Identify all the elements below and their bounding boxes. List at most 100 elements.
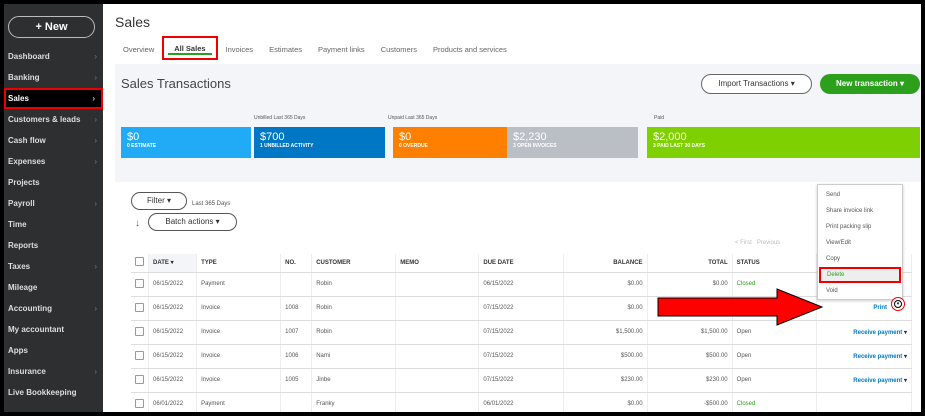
menu-item-view-edit[interactable]: View/Edit bbox=[826, 240, 851, 246]
row-action-cell[interactable] bbox=[816, 392, 913, 412]
sidebar-item-accounting[interactable]: Accounting › bbox=[4, 298, 103, 319]
table-row[interactable]: 06/15/2022 Invoice 1006 Nami 07/15/2022 $500.… bbox=[131, 344, 913, 369]
summary-tile[interactable]: $0 0 ESTIMATE bbox=[121, 127, 251, 158]
tab-invoices[interactable]: Invoices bbox=[225, 45, 254, 54]
sidebar-item-dashboard[interactable]: Dashboard › bbox=[4, 46, 103, 67]
summary-tile[interactable]: $700 1 UNBILLED ACTIVITY bbox=[254, 127, 385, 158]
sidebar-item-reports[interactable]: Reports bbox=[4, 235, 103, 256]
menu-item-copy[interactable]: Copy bbox=[826, 256, 841, 262]
row-action-dropdown-button[interactable]: ▾ bbox=[891, 297, 905, 311]
sidebar-item-label: Projects bbox=[8, 178, 40, 187]
chevron-down-icon[interactable]: ▾ bbox=[902, 353, 907, 360]
column-header[interactable]: STATUS bbox=[732, 254, 817, 273]
sidebar-item-label: Taxes bbox=[8, 262, 31, 271]
menu-item-print-packing-slip[interactable]: Print packing slip bbox=[826, 224, 872, 230]
table-row[interactable]: 06/01/2022 Payment Franky 06/01/2022 $0.00 -$… bbox=[131, 392, 913, 412]
menu-item-send[interactable]: Send bbox=[826, 192, 841, 198]
sidebar-item-mileage[interactable]: Mileage bbox=[4, 277, 103, 298]
sidebar-item-projects[interactable]: Projects bbox=[4, 172, 103, 193]
sidebar-item-label: Payroll bbox=[8, 199, 35, 208]
row-checkbox-cell bbox=[131, 320, 150, 345]
table-cell: 06/15/2022 bbox=[478, 272, 565, 297]
summary-tile[interactable]: $2,000 3 PAID LAST 30 DAYS bbox=[647, 127, 920, 158]
chevron-right-icon: › bbox=[94, 262, 97, 271]
table-cell: $230.00 bbox=[563, 368, 648, 393]
table-row[interactable]: 06/15/2022 Invoice 1005 Jinbe 07/15/2022 $230… bbox=[131, 368, 913, 393]
summary-tile[interactable]: $0 0 OVERDUE bbox=[393, 127, 507, 158]
row-checkbox[interactable] bbox=[135, 302, 144, 312]
table-cell bbox=[395, 344, 480, 369]
column-header[interactable]: TYPE bbox=[196, 254, 282, 273]
summary-tile[interactable]: $2,230 3 OPEN INVOICES bbox=[507, 127, 638, 158]
row-action-cell[interactable]: Receive payment ▾ bbox=[816, 344, 913, 369]
table-cell: 1007 bbox=[280, 320, 313, 345]
sidebar-item-live-bookkeeping[interactable]: Live Bookkeeping bbox=[4, 382, 103, 403]
column-header[interactable]: CUSTOMER bbox=[311, 254, 397, 273]
row-checkbox[interactable] bbox=[135, 278, 144, 288]
receive-payment-link[interactable]: Receive payment bbox=[853, 329, 903, 336]
row-checkbox[interactable] bbox=[135, 326, 144, 336]
filter-button[interactable]: Filter ▾ bbox=[131, 192, 187, 210]
sidebar: + New Dashboard › Banking › Sales › Customers … bbox=[4, 4, 103, 412]
tab-products-and-services[interactable]: Products and services bbox=[432, 45, 507, 54]
chevron-right-icon: › bbox=[94, 52, 97, 61]
import-transactions-button[interactable]: Import Transactions ▾ bbox=[701, 74, 812, 94]
row-checkbox[interactable] bbox=[135, 398, 144, 408]
chevron-right-icon: › bbox=[94, 304, 97, 313]
column-header[interactable]: TOTAL bbox=[647, 254, 733, 273]
menu-item-delete[interactable]: Delete bbox=[819, 267, 901, 283]
table-cell: $1,500.00 bbox=[563, 320, 648, 345]
table-row[interactable]: 06/15/2022 Invoice 1007 Robin 07/15/2022 $1,5… bbox=[131, 320, 913, 345]
tab-overview[interactable]: Overview bbox=[123, 45, 155, 54]
batch-actions-button[interactable]: Batch actions ▾ bbox=[148, 213, 237, 231]
sidebar-item-expenses[interactable]: Expenses › bbox=[4, 151, 103, 172]
main-content: Sales Overview All Sales Invoices Estimates… bbox=[103, 4, 921, 412]
tile-label: 1 UNBILLED ACTIVITY bbox=[260, 143, 314, 149]
row-action-cell[interactable]: Receive payment ▾ bbox=[816, 368, 913, 393]
sidebar-item-insurance[interactable]: Insurance › bbox=[4, 361, 103, 382]
tab-all-sales[interactable]: All Sales bbox=[162, 36, 218, 60]
sidebar-item-apps[interactable]: Apps bbox=[4, 340, 103, 361]
sidebar-item-customers-leads[interactable]: Customers & leads › bbox=[4, 109, 103, 130]
tab-bar: Overview All Sales Invoices Estimates Paymen… bbox=[115, 36, 515, 64]
column-header[interactable]: NO. bbox=[280, 254, 313, 273]
column-header[interactable]: MEMO bbox=[395, 254, 480, 273]
column-header[interactable]: BALANCE bbox=[563, 254, 648, 273]
sidebar-item-time[interactable]: Time bbox=[4, 214, 103, 235]
sidebar-item-label: Live Bookkeeping bbox=[8, 388, 77, 397]
pagination[interactable]: < First Previous bbox=[735, 240, 781, 246]
receive-payment-link[interactable]: Receive payment bbox=[853, 353, 903, 360]
tab-payment-links[interactable]: Payment links bbox=[318, 45, 365, 54]
tab-customers[interactable]: Customers bbox=[380, 45, 417, 54]
sidebar-item-banking[interactable]: Banking › bbox=[4, 67, 103, 88]
row-checkbox[interactable] bbox=[135, 374, 144, 384]
tile-value: $2,000 bbox=[653, 131, 687, 143]
checkbox[interactable] bbox=[135, 257, 144, 267]
app-window: + New Dashboard › Banking › Sales › Customers … bbox=[4, 4, 921, 412]
sort-arrow-icon[interactable]: ↓ bbox=[135, 218, 140, 229]
receive-payment-link[interactable]: Receive payment bbox=[853, 377, 903, 384]
column-header[interactable]: DUE DATE bbox=[478, 254, 565, 273]
row-checkbox[interactable] bbox=[135, 350, 144, 360]
table-cell: Invoice bbox=[196, 368, 282, 393]
table-cell: Open bbox=[732, 368, 817, 393]
sidebar-item-label: Banking bbox=[8, 73, 40, 82]
row-checkbox-cell bbox=[131, 368, 150, 393]
sidebar-item-my-accountant[interactable]: My accountant bbox=[4, 319, 103, 340]
chevron-down-icon[interactable]: ▾ bbox=[902, 329, 907, 336]
menu-item-share-invoice-link[interactable]: Share invoice link bbox=[826, 208, 874, 214]
new-transaction-button[interactable]: New transaction ▾ bbox=[820, 74, 920, 94]
select-all-checkbox[interactable] bbox=[131, 254, 150, 273]
chevron-down-icon[interactable]: ▾ bbox=[902, 377, 907, 384]
tab-estimates[interactable]: Estimates bbox=[269, 45, 302, 54]
sidebar-item-payroll[interactable]: Payroll › bbox=[4, 193, 103, 214]
column-header[interactable]: DATE ▾ bbox=[148, 254, 198, 273]
sidebar-item-cash-flow[interactable]: Cash flow › bbox=[4, 130, 103, 151]
print-link[interactable]: Print bbox=[873, 305, 887, 311]
sidebar-item-taxes[interactable]: Taxes › bbox=[4, 256, 103, 277]
new-button[interactable]: + New bbox=[8, 16, 95, 38]
menu-item-void[interactable]: Void bbox=[826, 288, 838, 294]
table-cell: 06/15/2022 bbox=[148, 368, 198, 393]
row-action-cell[interactable]: Receive payment ▾ bbox=[816, 320, 913, 345]
sidebar-item-sales[interactable]: Sales › bbox=[4, 88, 103, 109]
